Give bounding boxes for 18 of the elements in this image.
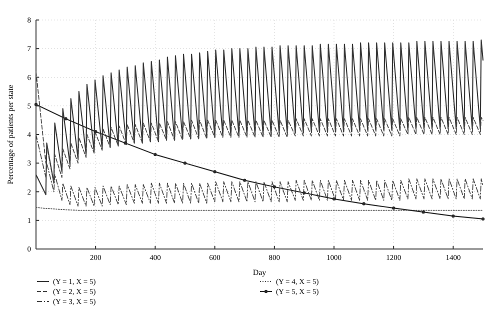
- y-axis-title: Percentage of patients per state: [6, 84, 15, 184]
- point: [422, 210, 425, 214]
- point: [183, 162, 187, 165]
- point: [362, 202, 366, 206]
- x-axis-title: Day: [252, 268, 266, 277]
- point: [243, 178, 246, 182]
- point: [392, 206, 396, 210]
- point: [452, 214, 455, 218]
- point: [332, 197, 336, 201]
- point: [481, 217, 485, 221]
- point: [64, 117, 68, 120]
- point: [124, 141, 127, 145]
- point: [94, 130, 98, 134]
- point: [302, 191, 306, 194]
- point: [154, 152, 157, 156]
- point: [34, 102, 38, 106]
- point: [272, 185, 276, 188]
- point: [213, 170, 216, 174]
